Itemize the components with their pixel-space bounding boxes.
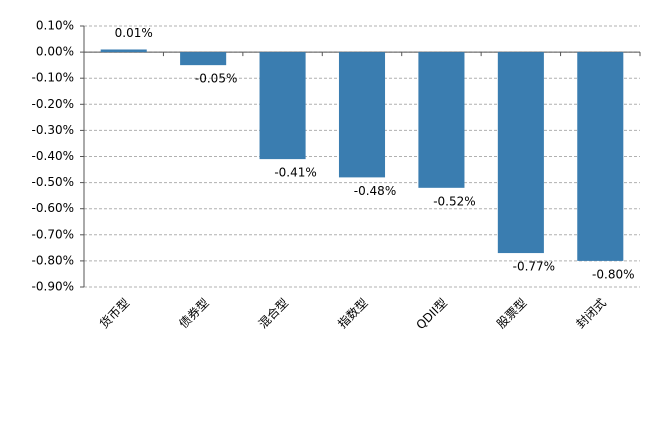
bar (497, 52, 544, 254)
y-tick-label: -0.40% (32, 149, 74, 163)
value-label: -0.77% (513, 260, 555, 274)
x-tick-label: 指数型 (335, 295, 371, 331)
y-tick-label: -0.90% (32, 280, 74, 294)
value-label: -0.41% (274, 166, 316, 180)
y-tick-label: -0.20% (32, 97, 74, 111)
value-label: -0.80% (592, 267, 634, 281)
bar (577, 52, 624, 261)
y-tick-label: -0.50% (32, 175, 74, 189)
x-tick-label: 货币型 (96, 295, 132, 331)
y-tick-label: 0.10% (36, 19, 74, 33)
y-tick-label: -0.10% (32, 71, 74, 85)
bar (100, 49, 147, 53)
y-tick-label: -0.70% (32, 227, 74, 241)
y-tick-label: 0.00% (36, 45, 74, 59)
value-label: -0.52% (433, 194, 475, 208)
y-tick-label: -0.80% (32, 253, 74, 267)
y-tick-label: -0.30% (32, 123, 74, 137)
x-tick-label: QDII型 (413, 296, 450, 333)
x-tick-label: 股票型 (494, 296, 529, 331)
y-tick-label: -0.60% (32, 201, 74, 215)
x-tick-label: 封闭式 (574, 296, 609, 331)
x-tick-label: 混合型 (255, 295, 291, 331)
bar (259, 52, 306, 160)
value-label: -0.48% (354, 184, 396, 198)
value-label: 0.01% (115, 26, 153, 40)
x-tick-label: 债券型 (176, 295, 212, 331)
bar (180, 52, 227, 66)
bar (418, 52, 465, 188)
value-label: -0.05% (195, 72, 237, 86)
bar (338, 52, 386, 178)
